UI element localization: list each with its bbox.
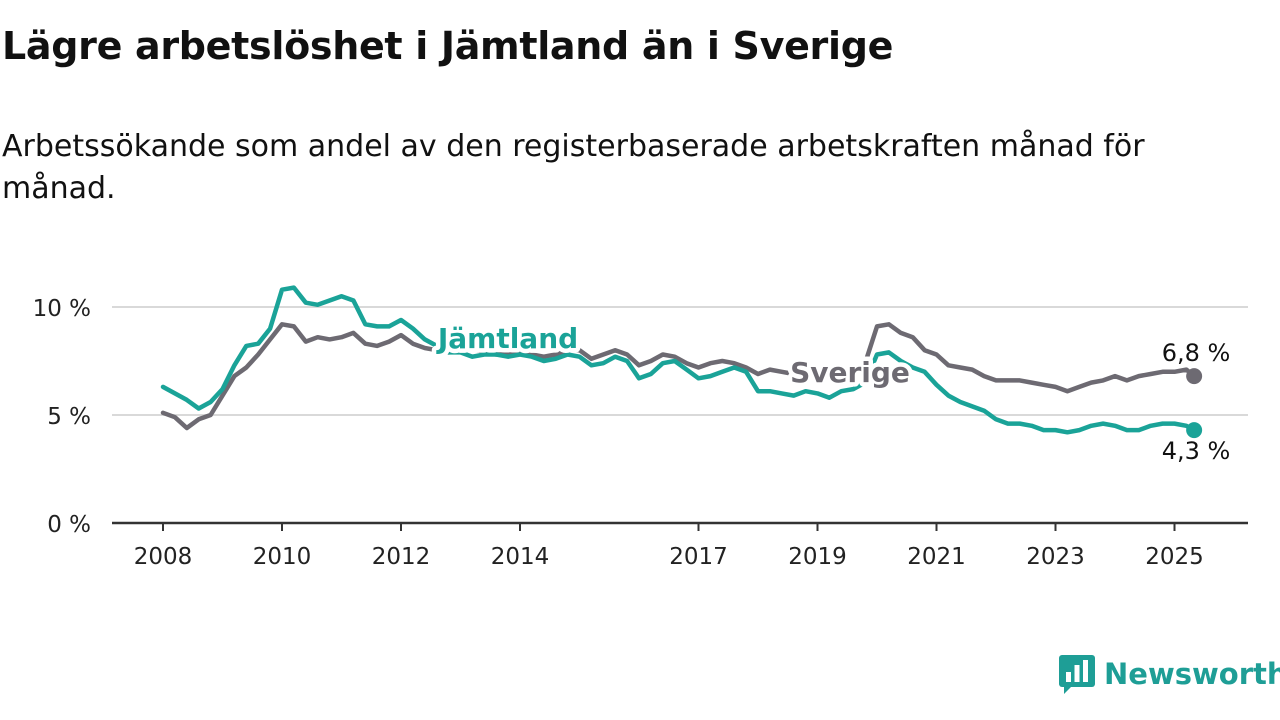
chart-title: Lägre arbetslöshet i Jämtland än i Sveri…: [2, 24, 894, 68]
logo-text: Newsworthy: [1104, 657, 1280, 691]
end-value-label-jamtland: 4,3 %: [1162, 437, 1231, 465]
x-tick-label: 2025: [1145, 544, 1204, 570]
x-tick-label: 2012: [372, 544, 431, 570]
series-lines: [160, 285, 1203, 439]
y-axis-ticks: 0 % 5 % 10 %: [33, 296, 91, 538]
end-point-sverige: [1186, 368, 1203, 385]
y-tick-label: 5 %: [47, 404, 91, 430]
x-tick-label: 2019: [788, 544, 847, 570]
y-tick-label: 10 %: [33, 296, 91, 322]
series-line-sverige: [160, 322, 1197, 431]
end-point-jamtland: [1186, 422, 1203, 439]
chart-subtitle: Arbetssökande som andel av den registerb…: [2, 129, 1145, 206]
x-tick-label: 2010: [253, 544, 312, 570]
x-axis: 2008 2010 2012 2014 2017 2019 2021 2023 2025: [112, 521, 1248, 570]
x-tick-label: 2017: [669, 544, 728, 570]
x-tick-label: 2014: [491, 544, 550, 570]
series-label-sverige: Sverige: [790, 356, 910, 389]
bar-chart-speech-bubble-icon: [1059, 655, 1095, 694]
x-tick-label: 2023: [1026, 544, 1085, 570]
series-label-jamtland: Jämtland: [436, 322, 578, 355]
end-value-label-sverige: 6,8 %: [1162, 339, 1231, 367]
series-line-jamtland: [160, 285, 1197, 435]
x-tick-label: 2008: [134, 544, 193, 570]
grid-lines: [112, 306, 1248, 416]
newsworthy-logo: Newsworthy: [1058, 654, 1280, 694]
series-labels: Jämtland Sverige 6,8 % 4,3 %: [431, 318, 1231, 466]
y-tick-label: 0 %: [47, 512, 91, 538]
x-tick-label: 2021: [907, 544, 966, 570]
